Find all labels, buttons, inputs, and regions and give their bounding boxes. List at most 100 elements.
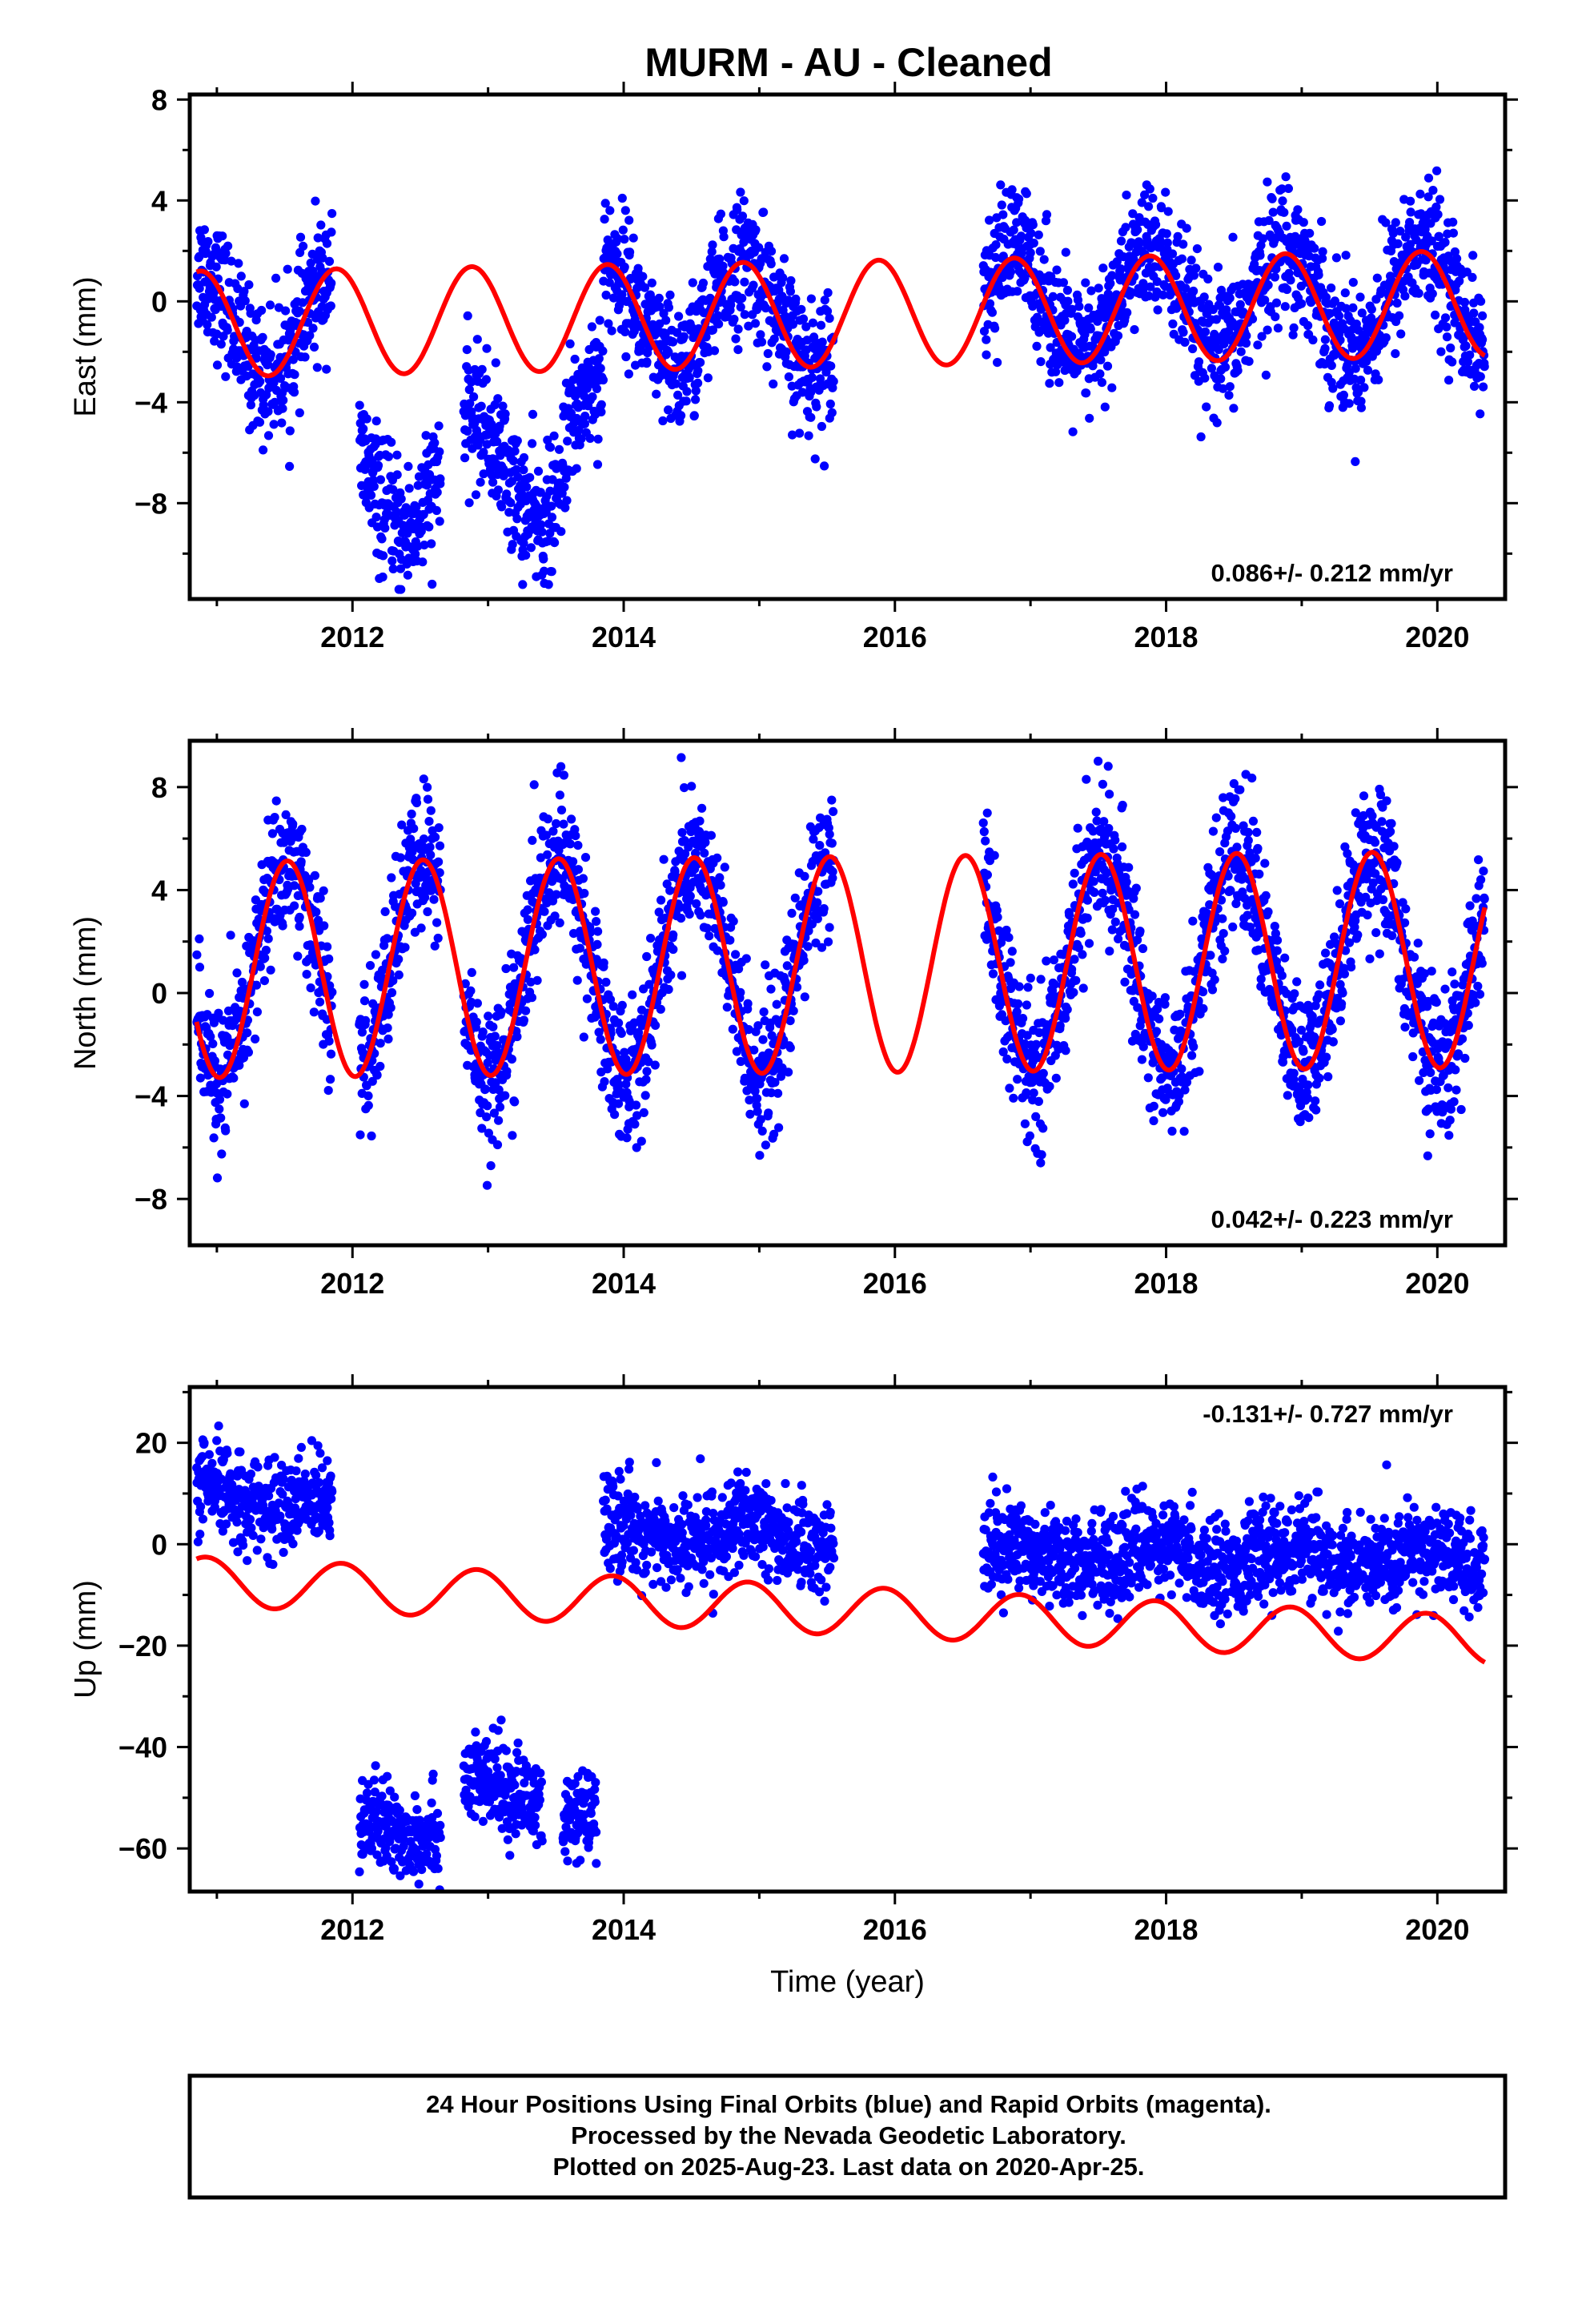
north-point xyxy=(610,1110,620,1120)
north-point xyxy=(1203,908,1212,919)
north-point xyxy=(434,857,444,866)
north-point xyxy=(530,945,540,955)
east-point xyxy=(603,235,612,245)
east-point xyxy=(1367,304,1376,314)
east-point xyxy=(1082,388,1091,398)
east-point xyxy=(1161,187,1170,197)
north-point xyxy=(552,890,561,899)
north-point xyxy=(416,923,426,933)
east-point xyxy=(218,231,227,241)
north-point xyxy=(426,806,436,815)
north-point xyxy=(804,926,813,935)
east-point xyxy=(750,319,761,328)
east-point xyxy=(761,304,771,313)
north-point xyxy=(1076,928,1086,938)
east-point xyxy=(766,259,776,269)
east-point xyxy=(759,207,769,217)
east-point xyxy=(1247,314,1258,324)
east-point xyxy=(624,369,634,379)
east-point xyxy=(326,301,335,311)
east-point xyxy=(1215,301,1225,311)
east-point xyxy=(1341,251,1351,260)
north-point xyxy=(523,905,532,915)
north-point xyxy=(239,1099,249,1108)
north-point xyxy=(753,1107,762,1116)
east-point xyxy=(1062,285,1072,296)
north-point xyxy=(1050,979,1059,989)
east-point xyxy=(661,316,671,325)
east-point xyxy=(1074,302,1084,312)
east-point xyxy=(1393,239,1403,248)
north-point xyxy=(466,986,476,995)
east-point xyxy=(1359,383,1369,392)
north-point xyxy=(1109,844,1118,854)
north-point xyxy=(745,1109,755,1119)
north-point xyxy=(1036,975,1046,984)
east-point xyxy=(1239,308,1248,317)
east-point xyxy=(1395,227,1405,236)
east-point xyxy=(295,232,306,242)
east-point xyxy=(785,287,796,296)
north-point xyxy=(510,1097,520,1107)
east-point xyxy=(1460,305,1470,315)
east-point xyxy=(826,361,836,371)
north-point xyxy=(646,934,656,943)
east-point xyxy=(1216,374,1226,384)
north-point xyxy=(467,967,476,977)
north-point xyxy=(608,1002,618,1011)
north-point xyxy=(1107,925,1117,935)
east-point xyxy=(1353,388,1363,397)
north-point xyxy=(1120,977,1130,987)
north-point xyxy=(243,1047,253,1057)
east-point xyxy=(1236,347,1246,356)
east-point xyxy=(664,348,673,357)
east-point xyxy=(1098,263,1108,273)
east-point xyxy=(592,384,602,393)
north-point xyxy=(1036,1158,1046,1168)
north-point xyxy=(772,999,781,1009)
north-point xyxy=(219,1015,228,1025)
east-point xyxy=(259,445,268,455)
north-point xyxy=(728,1024,737,1034)
east-point xyxy=(1395,311,1404,320)
east-point xyxy=(587,322,597,332)
east-point xyxy=(1048,292,1058,301)
north-point xyxy=(306,983,315,993)
east-point xyxy=(756,330,765,340)
east-point xyxy=(1328,384,1338,393)
east-point xyxy=(825,399,835,409)
east-point xyxy=(1137,198,1146,207)
east-point xyxy=(1116,236,1126,246)
east-point xyxy=(604,319,613,328)
east-point xyxy=(307,266,318,275)
north-point xyxy=(998,1047,1008,1057)
east-point xyxy=(784,372,794,382)
north-point xyxy=(486,1161,496,1171)
east-point xyxy=(617,290,627,300)
north-point xyxy=(1004,933,1014,943)
east-point xyxy=(388,485,398,494)
east-point xyxy=(279,396,288,405)
north-point xyxy=(1038,1068,1048,1078)
east-point xyxy=(547,513,557,522)
east-point xyxy=(278,404,287,413)
north-point xyxy=(799,955,809,965)
east-point xyxy=(798,314,809,324)
north-point xyxy=(702,923,712,933)
north-point xyxy=(823,937,833,947)
north-point xyxy=(1102,868,1111,878)
north-point xyxy=(1187,1051,1197,1060)
east-point xyxy=(1308,335,1318,345)
north-point xyxy=(1215,847,1225,857)
east-point xyxy=(997,200,1006,210)
east-point xyxy=(654,293,664,303)
north-point xyxy=(731,950,741,959)
north-point xyxy=(1073,823,1082,833)
east-point xyxy=(714,320,724,329)
north-point xyxy=(397,820,407,830)
north-point xyxy=(764,1048,773,1058)
north-point xyxy=(1189,1042,1199,1051)
north-point xyxy=(552,818,561,829)
east-point xyxy=(687,323,697,332)
east-point xyxy=(1133,225,1142,235)
